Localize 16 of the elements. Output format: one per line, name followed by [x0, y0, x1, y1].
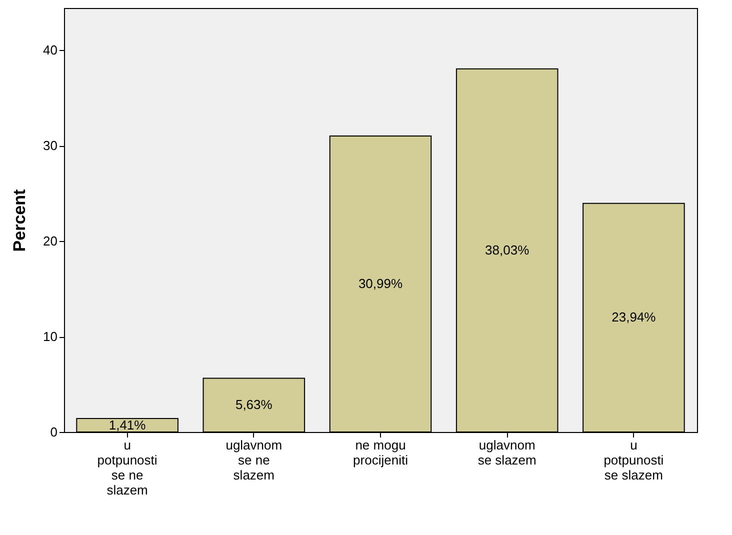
- y-tick-label: 0: [50, 424, 58, 440]
- data-label: 23,94%: [612, 310, 656, 325]
- y-axis-title: Percent: [10, 188, 30, 252]
- y-tick-label: 30: [43, 138, 58, 154]
- x-tick-label: u potpunosti se ne slazem: [97, 438, 158, 498]
- x-tick-label: u potpunosti se slazem: [604, 438, 664, 482]
- data-label: 30,99%: [358, 276, 403, 292]
- y-tick-label: 10: [43, 329, 58, 344]
- data-label: 1,41%: [108, 417, 146, 432]
- data-label: 38,03%: [485, 242, 530, 258]
- x-tick-label: uglavnom se ne slazem: [226, 438, 282, 482]
- data-label: 5,63%: [235, 397, 273, 412]
- y-tick-label: 40: [43, 42, 58, 58]
- y-tick-label: 20: [43, 234, 58, 249]
- x-tick-label: uglavnom se slazem: [478, 438, 536, 468]
- x-tick-label: ne mogu procijeniti: [353, 438, 408, 468]
